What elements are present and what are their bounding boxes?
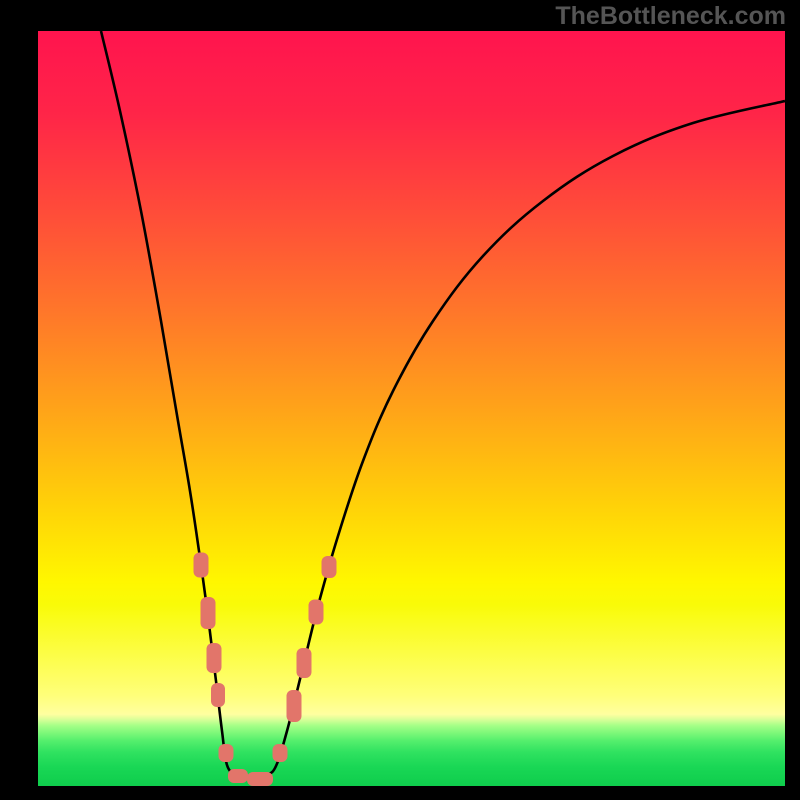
marker-11: [322, 556, 337, 578]
marker-4: [219, 744, 234, 762]
plot-area: [38, 31, 785, 786]
marker-6: [247, 772, 273, 786]
watermark-text: TheBottleneck.com: [555, 2, 786, 31]
marker-1: [201, 597, 216, 629]
marker-0: [194, 553, 209, 578]
curve-path: [101, 31, 785, 778]
marker-2: [207, 643, 222, 673]
frame-border-left: [0, 0, 38, 800]
marker-8: [287, 690, 302, 722]
marker-3: [211, 683, 225, 707]
marker-10: [309, 600, 324, 625]
marker-9: [297, 648, 312, 678]
chart-frame: TheBottleneck.com: [0, 0, 800, 800]
frame-border-right: [785, 0, 800, 800]
frame-border-bottom: [0, 786, 800, 800]
marker-7: [273, 744, 288, 762]
marker-5: [228, 769, 248, 783]
curve-svg: [38, 31, 785, 786]
